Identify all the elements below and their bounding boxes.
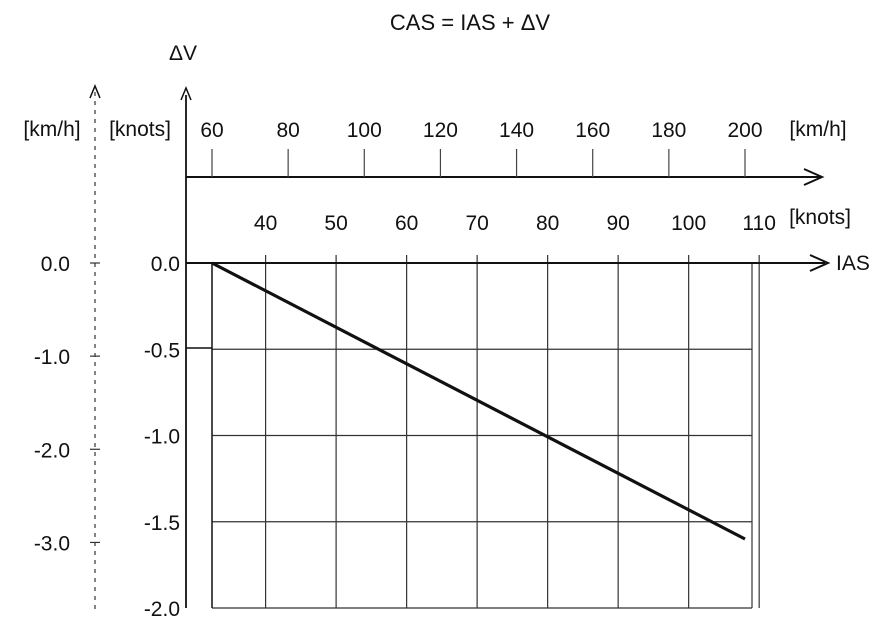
x-knots-axis-arrow: [809, 254, 831, 272]
y-kmh-axis-arrow: [89, 84, 101, 99]
x-knots-tick-label-50: 50: [324, 212, 347, 235]
x-knots-tick-label-70: 70: [465, 212, 488, 235]
y-knots-tick-label-0.0: 0.0: [151, 253, 180, 276]
x-kmh-tick-label-120: 120: [423, 119, 458, 142]
x-kmh-tick-label-140: 140: [499, 119, 534, 142]
series: [211, 261, 746, 541]
y-kmh-tick-label-0.0: 0.0: [41, 253, 70, 276]
x-knots-tick-label-90: 90: [606, 212, 629, 235]
y-kmh-tick-label--1.0: -1.0: [34, 346, 70, 369]
x-knots-tick-label-80: 80: [536, 212, 559, 235]
y-kmh-tick-label--3.0: -3.0: [34, 532, 70, 555]
series-line-0: [211, 261, 746, 541]
axes: 60 80 100 120 140 160 180 200 40 50 60 70 80 90 100 110…: [34, 84, 831, 621]
y-kmh-unit-label: [km/h]: [23, 118, 80, 141]
x-knots-tick-label-40: 40: [254, 212, 277, 235]
y-knots-tick-label--2.0: -2.0: [144, 598, 180, 621]
grid: [212, 255, 760, 609]
x-kmh-tick-label-60: 60: [200, 119, 223, 142]
x-kmh-tick-label-100: 100: [347, 119, 382, 142]
y-knots-tick-label--1.0: -1.0: [144, 426, 180, 449]
x-knots-tick-label-110: 110: [742, 212, 775, 235]
x-kmh-tick-label-180: 180: [651, 119, 686, 142]
y-knots-tick-label--1.5: -1.5: [144, 512, 180, 535]
x-kmh-tick-label-160: 160: [575, 119, 610, 142]
y-kmh-tick-label--2.0: -2.0: [34, 439, 70, 462]
y-knots-axis-arrow: [180, 86, 192, 101]
y-knots-unit-label: [knots]: [109, 118, 171, 141]
x-knots-tick-label-100: 100: [671, 212, 706, 235]
y-axis-label: ΔV: [169, 42, 197, 65]
x-kmh-tick-label-80: 80: [276, 119, 299, 142]
chart-title: CAS = IAS + ΔV: [390, 10, 551, 35]
y-knots-tick-label--0.5: -0.5: [144, 339, 180, 362]
x-kmh-unit-label: [km/h]: [789, 118, 846, 141]
x-kmh-axis-arrow: [803, 168, 825, 186]
x-knots-unit-label: [knots]: [789, 206, 851, 229]
x-knots-tick-label-60: 60: [395, 212, 418, 235]
x-kmh-tick-label-200: 200: [727, 119, 762, 142]
x-axis-label: IAS: [836, 252, 869, 275]
